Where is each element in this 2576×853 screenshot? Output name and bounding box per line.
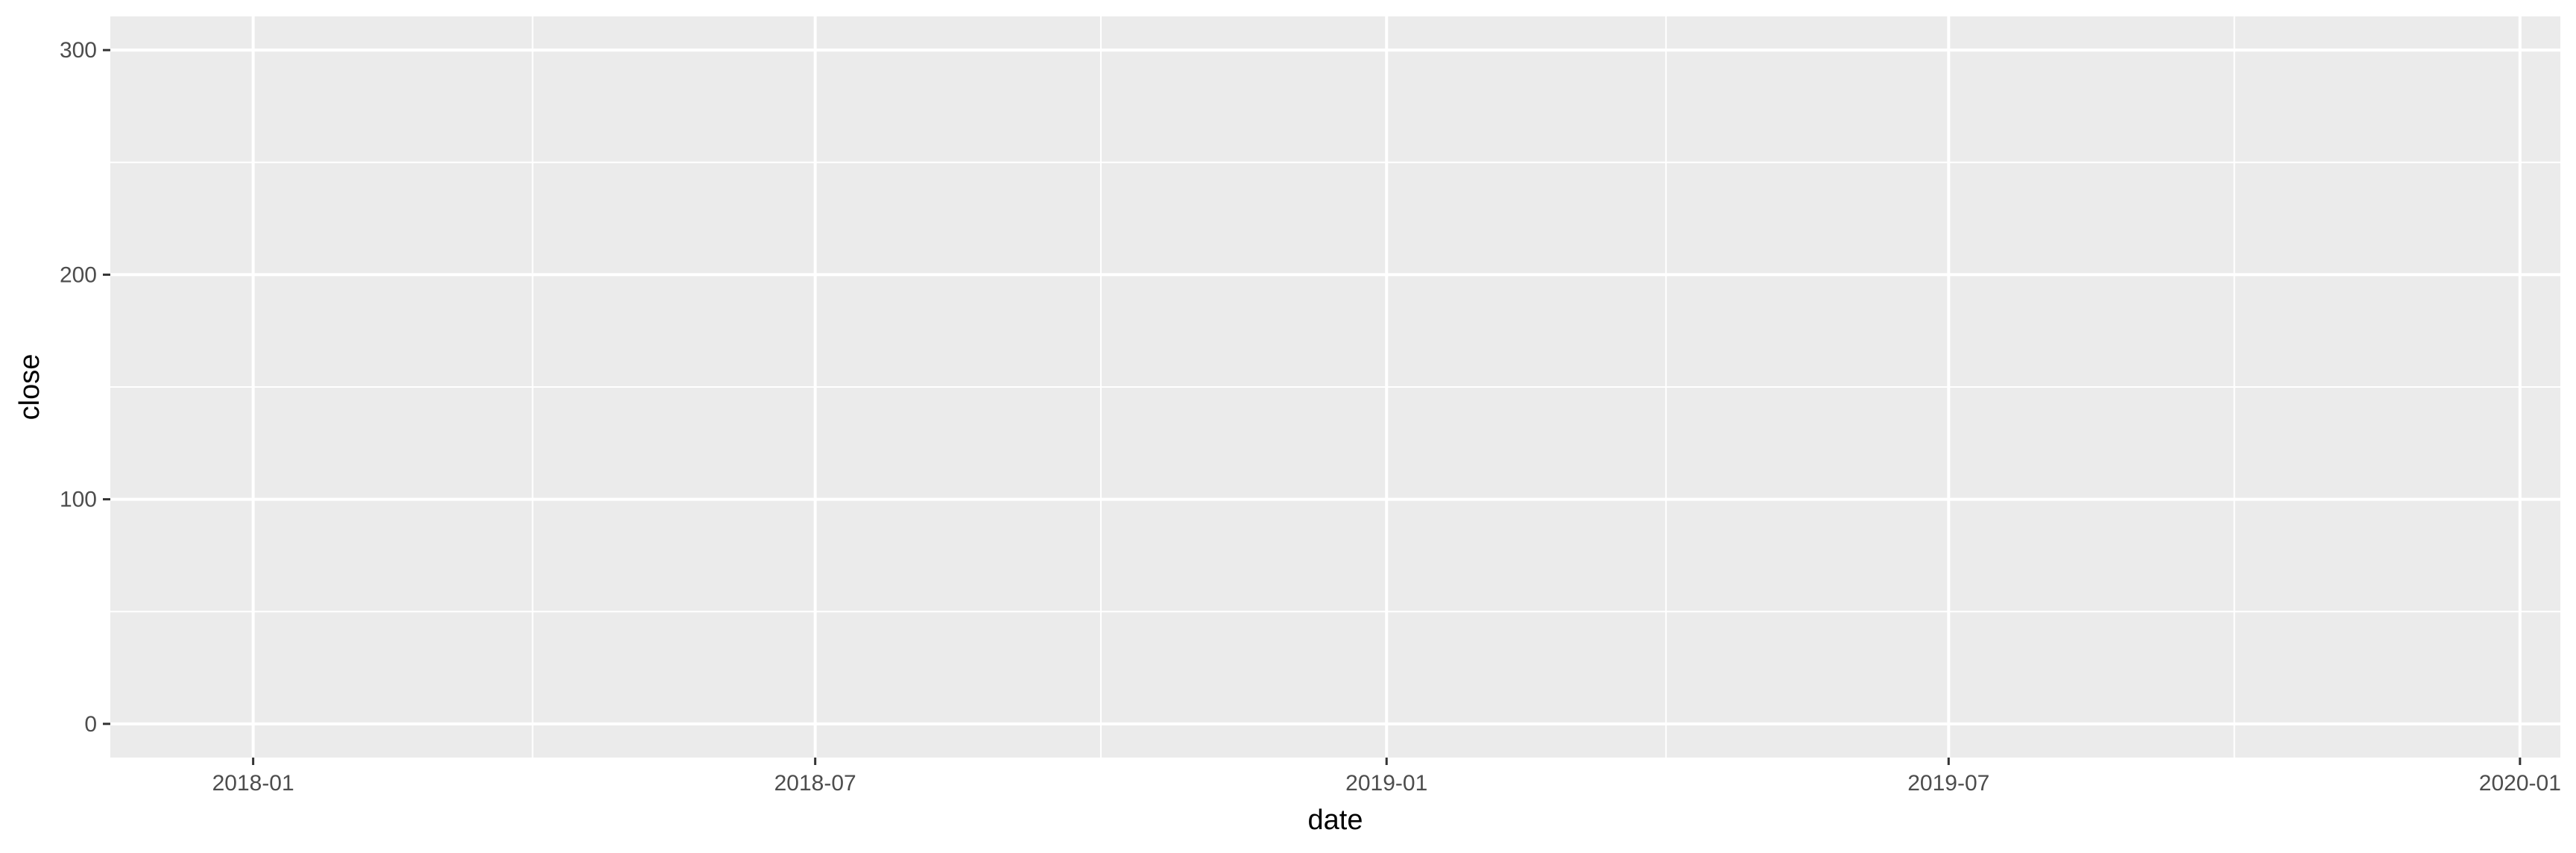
minor-gridlines — [110, 16, 2560, 758]
y-tick-label: 200 — [60, 262, 97, 287]
x-axis-title: date — [1308, 805, 1363, 836]
x-tick-label: 2018-07 — [774, 771, 856, 796]
y-axis: 0 100 200 300 — [60, 38, 110, 737]
x-tick-label: 2019-07 — [1907, 771, 1989, 796]
x-tick-label: 2019-01 — [1345, 771, 1427, 796]
y-tick-label: 100 — [60, 488, 97, 512]
x-tick-label: 2020-01 — [2479, 771, 2561, 796]
y-tick-label: 300 — [60, 38, 97, 63]
x-tick-label: 2018-01 — [212, 771, 294, 796]
major-gridlines — [110, 16, 2560, 758]
x-axis: 2018-01 2018-07 2019-01 2019-07 2020-01 — [212, 758, 2561, 796]
y-tick-label: 0 — [84, 712, 97, 737]
y-axis-title: close — [14, 354, 45, 421]
